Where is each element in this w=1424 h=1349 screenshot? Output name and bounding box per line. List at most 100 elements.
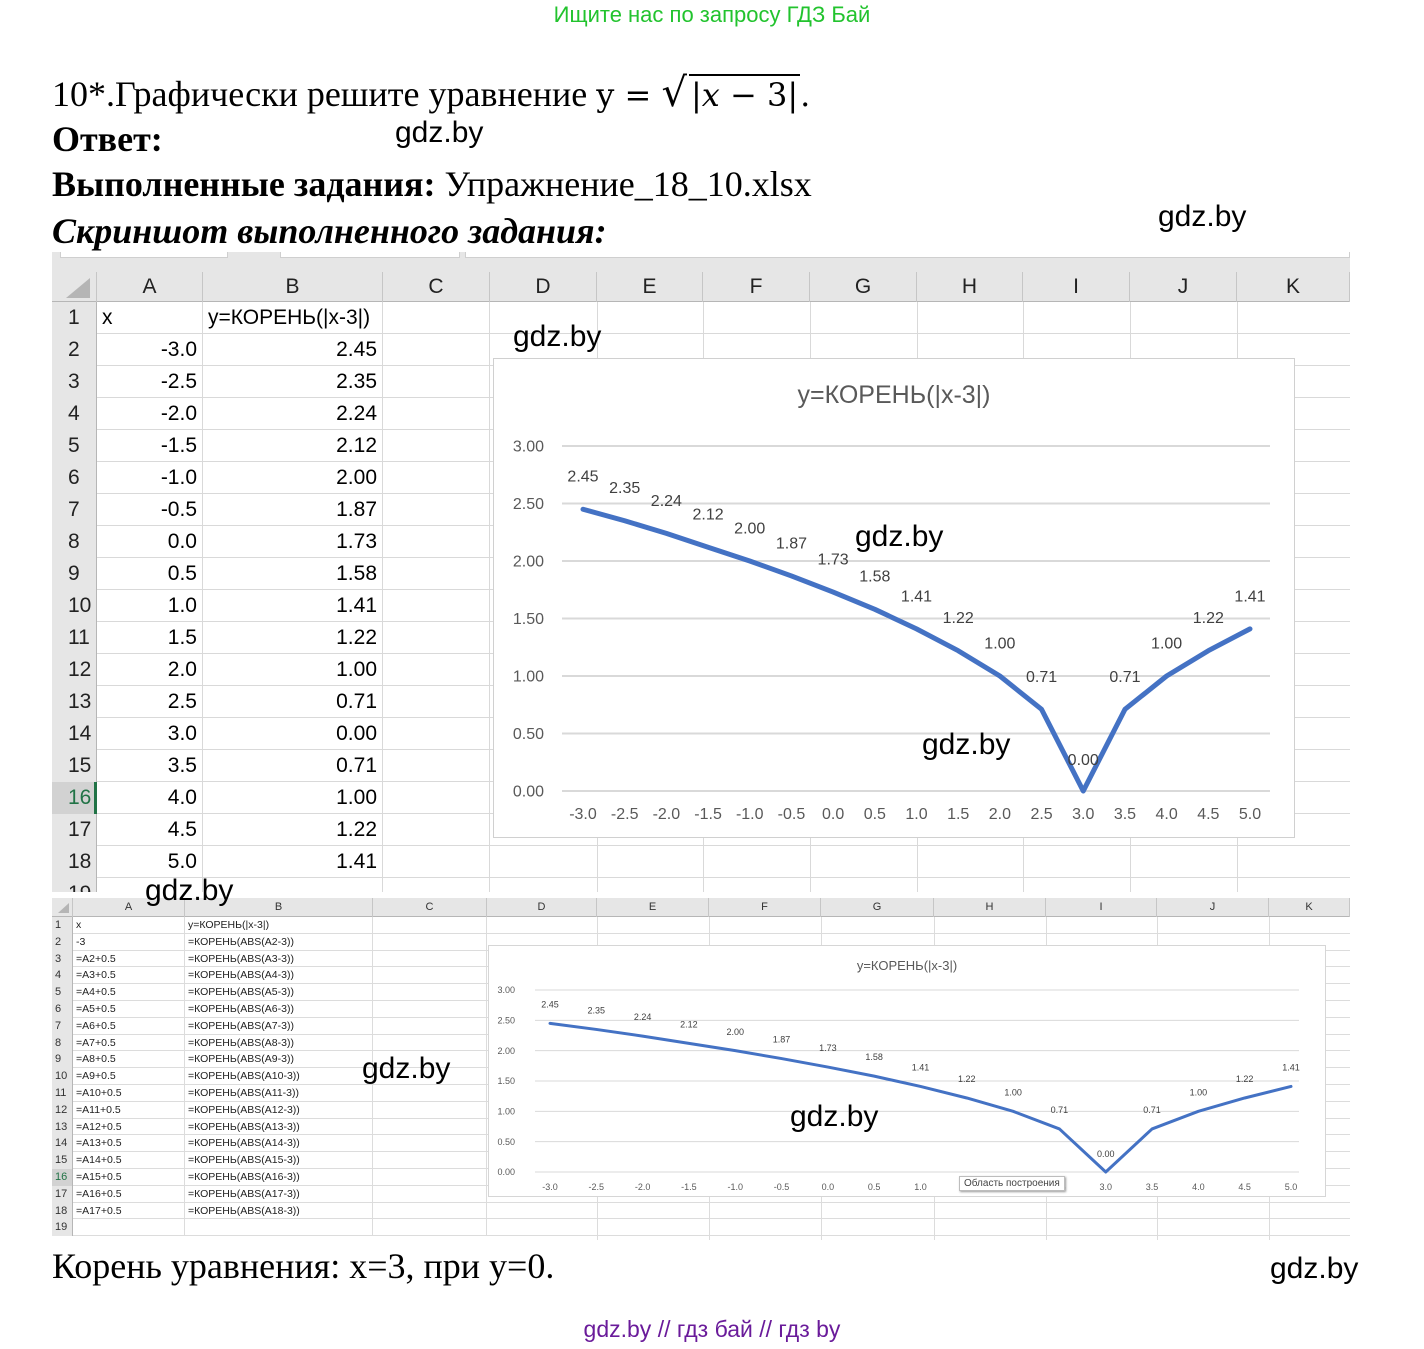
cell-a[interactable]: =A9+0.5: [73, 1068, 185, 1085]
footer-links[interactable]: gdz.by // гдз бай // гдз by: [583, 1316, 841, 1342]
column-header-f[interactable]: F: [709, 898, 821, 917]
cell-c[interactable]: [383, 430, 490, 462]
cell-a[interactable]: x: [97, 302, 203, 334]
row-header[interactable]: 4: [52, 398, 97, 430]
row-header[interactable]: 18: [52, 1202, 73, 1220]
cell-c[interactable]: [373, 1051, 487, 1069]
cell-c[interactable]: [383, 686, 490, 718]
cell-b[interactable]: =КОРЕНЬ(ABS(A18-3)): [185, 1202, 373, 1220]
row-header[interactable]: 8: [52, 526, 97, 558]
row-header[interactable]: 5: [52, 430, 97, 462]
cell-b[interactable]: =КОРЕНЬ(ABS(A15-3)): [185, 1152, 373, 1169]
cell-b[interactable]: 1.73: [203, 526, 383, 558]
cell-b[interactable]: 1.00: [203, 654, 383, 686]
data-series-line[interactable]: [580, 506, 1253, 794]
cell-a[interactable]: 1.0: [97, 590, 203, 622]
cell-b[interactable]: 2.35: [203, 366, 383, 398]
cell-a[interactable]: [97, 878, 203, 892]
cell-c[interactable]: [383, 590, 490, 622]
cell-c[interactable]: [373, 1101, 487, 1119]
cell-a[interactable]: =A12+0.5: [73, 1118, 185, 1136]
cell-a[interactable]: =A11+0.5: [73, 1101, 185, 1119]
column-header-i[interactable]: I: [1023, 272, 1130, 302]
spreadsheet-formulas[interactable]: A B C D E F G H I J K 1 x y=КОРЕНЬ(|x-3|) 2…: [52, 893, 1350, 1240]
cell-b[interactable]: 1.22: [203, 622, 383, 654]
cell-b[interactable]: =КОРЕНЬ(ABS(A11-3)): [185, 1084, 373, 1102]
cell-b[interactable]: 0.00: [203, 718, 383, 750]
cell-c[interactable]: [383, 846, 490, 878]
cell-a[interactable]: =A15+0.5: [73, 1168, 185, 1186]
line-chart[interactable]: y=КОРЕНЬ(|x-3|) 0.00 0.50 1.00 1.50 2.00 2.50…: [493, 358, 1295, 838]
cell-a[interactable]: -1.0: [97, 462, 203, 494]
cell-a[interactable]: =A4+0.5: [73, 984, 185, 1001]
cell-a[interactable]: -1.5: [97, 430, 203, 462]
chart-plot-area[interactable]: 0.00 0.50 1.00 1.50 2.00 2.50 3.00 -3.0 -2.5 -2.0…: [489, 946, 1327, 1198]
cell-c[interactable]: [383, 558, 490, 590]
cell-a[interactable]: =A13+0.5: [73, 1135, 185, 1153]
cell-b[interactable]: 1.41: [203, 590, 383, 622]
row-header[interactable]: 19: [52, 1219, 73, 1237]
row-header[interactable]: 7: [52, 494, 97, 526]
row-header[interactable]: 11: [52, 622, 97, 654]
cell-a[interactable]: 3.0: [97, 718, 203, 750]
cell-a[interactable]: 4.5: [97, 814, 203, 846]
cell-b[interactable]: 2.12: [203, 430, 383, 462]
column-header-c[interactable]: C: [373, 898, 487, 917]
row-header[interactable]: 15: [52, 750, 97, 782]
cell-b[interactable]: =КОРЕНЬ(ABS(A12-3)): [185, 1101, 373, 1119]
cell-c[interactable]: [383, 622, 490, 654]
cell-c[interactable]: [383, 334, 490, 366]
row-header[interactable]: 8: [52, 1034, 73, 1052]
cell-b[interactable]: 2.00: [203, 462, 383, 494]
cell-b[interactable]: =КОРЕНЬ(ABS(A8-3)): [185, 1034, 373, 1052]
cell-c[interactable]: [383, 398, 490, 430]
cell-b[interactable]: 1.22: [203, 814, 383, 846]
cell-a[interactable]: =A8+0.5: [73, 1051, 185, 1069]
chart-plot-area[interactable]: 0.00 0.50 1.00 1.50 2.00 2.50 3.00 -3.0 -2.5 -2.0…: [494, 359, 1296, 839]
cell-c[interactable]: [383, 814, 490, 846]
row-header[interactable]: 11: [52, 1084, 73, 1102]
row-header[interactable]: 13: [52, 1118, 73, 1136]
column-header-b[interactable]: B: [203, 272, 383, 302]
cell-b[interactable]: 1.58: [203, 558, 383, 590]
cell-c[interactable]: [373, 967, 487, 985]
row-header[interactable]: 10: [52, 590, 97, 622]
column-header-k[interactable]: K: [1269, 898, 1350, 917]
cell-b[interactable]: 0.71: [203, 750, 383, 782]
cell-a[interactable]: 0.5: [97, 558, 203, 590]
cell-b[interactable]: y=КОРЕНЬ(|x-3|): [185, 917, 373, 934]
column-header-d[interactable]: D: [490, 272, 597, 302]
cell-c[interactable]: [373, 1135, 487, 1153]
cell-c[interactable]: [373, 1118, 487, 1136]
cell-c[interactable]: [373, 950, 487, 968]
data-series-line[interactable]: [548, 1021, 1293, 1174]
cell-c[interactable]: [383, 654, 490, 686]
row-header[interactable]: 13: [52, 686, 97, 718]
cell-a[interactable]: 3.5: [97, 750, 203, 782]
cell-b[interactable]: y=КОРЕНЬ(|x-3|): [203, 302, 383, 334]
row-header[interactable]: 15: [52, 1152, 73, 1169]
column-header-a[interactable]: A: [73, 898, 185, 917]
row-header[interactable]: 1: [52, 917, 73, 934]
column-header-j[interactable]: J: [1157, 898, 1269, 917]
cell-b[interactable]: 2.24: [203, 398, 383, 430]
cell-b[interactable]: =КОРЕНЬ(ABS(A10-3)): [185, 1068, 373, 1085]
row-header[interactable]: 4: [52, 967, 73, 985]
cell-c[interactable]: [373, 1000, 487, 1018]
column-header-g[interactable]: G: [810, 272, 917, 302]
cell-c[interactable]: [383, 526, 490, 558]
cell-c[interactable]: [383, 302, 490, 334]
cell-c[interactable]: [383, 366, 490, 398]
column-header-b[interactable]: B: [185, 898, 373, 917]
cell-a[interactable]: 2.0: [97, 654, 203, 686]
cell-b[interactable]: =КОРЕНЬ(ABS(A6-3)): [185, 1000, 373, 1018]
cell-c[interactable]: [383, 462, 490, 494]
column-header-h[interactable]: H: [917, 272, 1023, 302]
cell-a[interactable]: 5.0: [97, 846, 203, 878]
row-header[interactable]: 14: [52, 718, 97, 750]
spreadsheet-values[interactable]: A B C D E F G H I J K 1 x y=КОРЕНЬ(|x-3|) 2…: [52, 252, 1350, 892]
cell-c[interactable]: [373, 1185, 487, 1203]
cell-a[interactable]: [73, 1219, 185, 1237]
row-header[interactable]: 6: [52, 1000, 73, 1018]
row-header[interactable]: 14: [52, 1135, 73, 1153]
